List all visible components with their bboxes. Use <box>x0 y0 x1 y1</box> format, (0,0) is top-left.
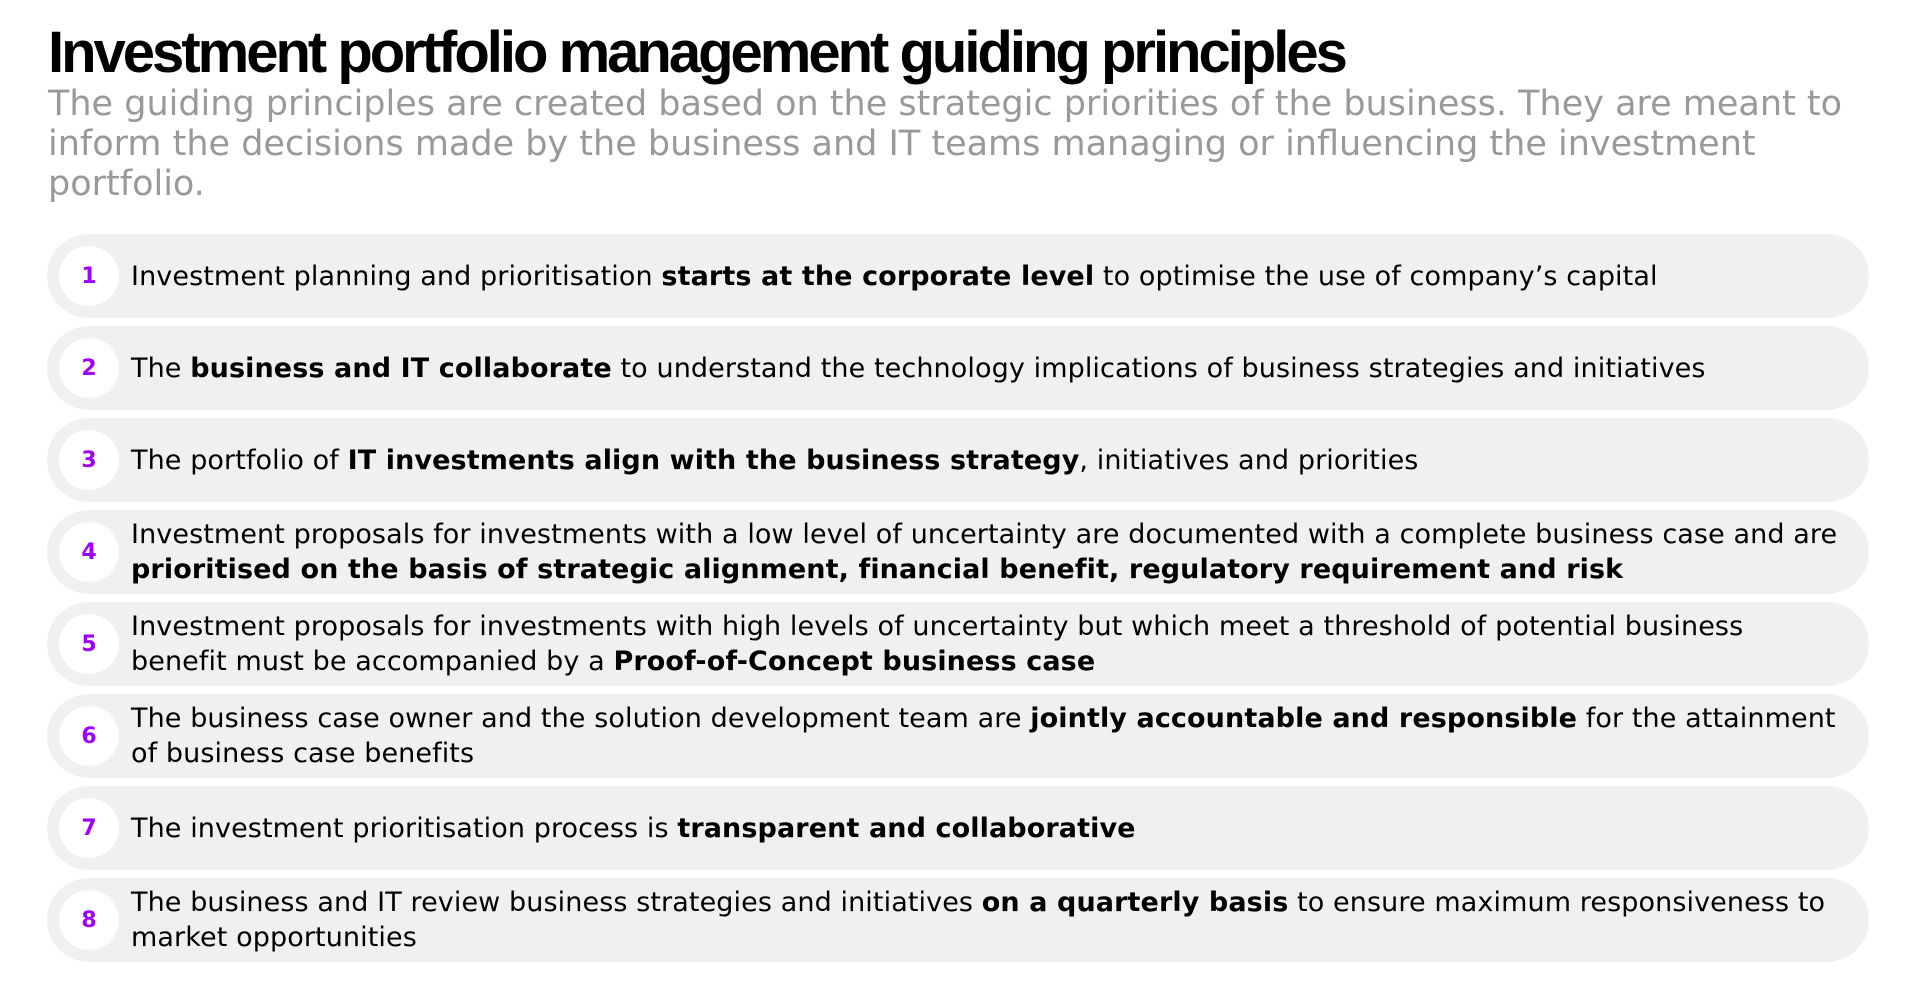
principle-item-4: 4 Investment proposals for investments w… <box>47 510 1869 594</box>
principle-text-emphasis: IT investments align with the business s… <box>347 444 1080 476</box>
principle-item-6: 6 The business case owner and the soluti… <box>47 694 1869 778</box>
page-title: Investment portfolio management guiding … <box>48 20 1348 85</box>
principle-item-7: 7 The investment prioritisation process … <box>47 786 1869 870</box>
principle-text-emphasis: on a quarterly basis <box>981 887 1289 918</box>
principle-item-5: 5 Investment proposals for investments w… <box>47 602 1869 686</box>
principle-text: The investment prioritisation process is… <box>131 811 1136 846</box>
principle-text-tail: to ensure maximum responsiveness to mark… <box>131 887 1826 953</box>
principle-number-badge: 5 <box>59 614 119 674</box>
principle-text-lead: The portfolio of <box>131 444 348 476</box>
principle-number-badge: 3 <box>59 430 119 490</box>
principle-text-emphasis: jointly accountable and responsible <box>1030 703 1578 734</box>
principle-number-badge: 6 <box>59 706 119 766</box>
principle-text-lead: The business and IT review business stra… <box>131 887 982 918</box>
principle-text: Investment proposals for investments wit… <box>131 609 1839 679</box>
principle-item-8: 8 The business and IT review business st… <box>47 878 1869 962</box>
page-subtitle: The guiding principles are created based… <box>48 84 1843 204</box>
principle-text: The business and IT review business stra… <box>131 885 1839 955</box>
principle-text: The business and IT collaborate to under… <box>131 351 1706 386</box>
principle-number-badge: 4 <box>59 522 119 582</box>
principle-text-lead: The investment prioritisation process is <box>131 812 678 844</box>
principles-list: 1 Investment planning and prioritisation… <box>47 234 1869 970</box>
principle-number-badge: 2 <box>59 338 119 398</box>
principle-text-lead: Investment proposals for investments wit… <box>131 611 1744 677</box>
principle-number-badge: 1 <box>59 246 119 306</box>
principle-text-lead: The <box>131 352 191 384</box>
principle-text-emphasis: starts at the corporate level <box>661 260 1095 292</box>
principle-text-emphasis: Proof-of-Concept business case <box>613 646 1096 677</box>
principle-text-tail: for the attainment of business case bene… <box>131 703 1836 769</box>
principle-text: Investment proposals for investments wit… <box>131 517 1839 587</box>
principle-item-3: 3 The portfolio of IT investments align … <box>47 418 1869 502</box>
principle-text-lead: Investment planning and prioritisation <box>131 260 662 292</box>
principle-item-1: 1 Investment planning and prioritisation… <box>47 234 1869 318</box>
principle-text: The portfolio of IT investments align wi… <box>131 443 1418 478</box>
principle-text-lead: Investment proposals for investments wit… <box>131 519 1838 550</box>
principle-text-emphasis: business and IT collaborate <box>190 352 612 384</box>
principle-text: Investment planning and prioritisation s… <box>131 259 1658 294</box>
principle-number-badge: 8 <box>59 890 119 950</box>
principle-text-emphasis: transparent and collaborative <box>677 812 1136 844</box>
principle-text: The business case owner and the solution… <box>131 701 1839 771</box>
principle-item-2: 2 The business and IT collaborate to und… <box>47 326 1869 410</box>
principle-text-tail: to optimise the use of company’s capital <box>1094 260 1658 292</box>
principle-text-tail: to understand the technology implication… <box>611 352 1706 384</box>
principle-text-tail: , initiatives and priorities <box>1079 444 1419 476</box>
principle-text-emphasis: prioritised on the basis of strategic al… <box>131 554 1624 585</box>
principle-text-lead: The business case owner and the solution… <box>131 703 1031 734</box>
principle-number-badge: 7 <box>59 798 119 858</box>
